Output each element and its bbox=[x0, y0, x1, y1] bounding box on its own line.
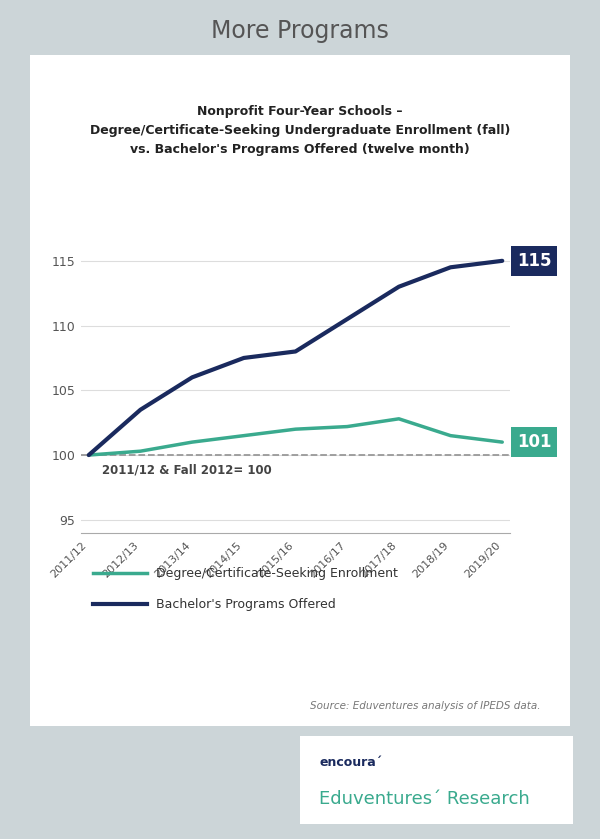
Text: Bachelor's Programs Offered: Bachelor's Programs Offered bbox=[156, 597, 336, 611]
Text: Eduventures´ Research: Eduventures´ Research bbox=[319, 790, 530, 808]
Text: More Programs: More Programs bbox=[211, 19, 389, 43]
Text: Nonprofit Four-Year Schools –
Degree/Certificate-Seeking Undergraduate Enrollmen: Nonprofit Four-Year Schools – Degree/Cer… bbox=[90, 105, 510, 156]
Text: 2011/12 & Fall 2012= 100: 2011/12 & Fall 2012= 100 bbox=[101, 463, 271, 477]
Text: Degree/Certificate-Seeking Enrollment: Degree/Certificate-Seeking Enrollment bbox=[156, 566, 398, 580]
Text: 115: 115 bbox=[517, 252, 551, 270]
Text: Source: Eduventures analysis of IPEDS data.: Source: Eduventures analysis of IPEDS da… bbox=[310, 701, 540, 711]
Text: 101: 101 bbox=[517, 433, 551, 451]
Text: encoura´: encoura´ bbox=[319, 756, 382, 769]
